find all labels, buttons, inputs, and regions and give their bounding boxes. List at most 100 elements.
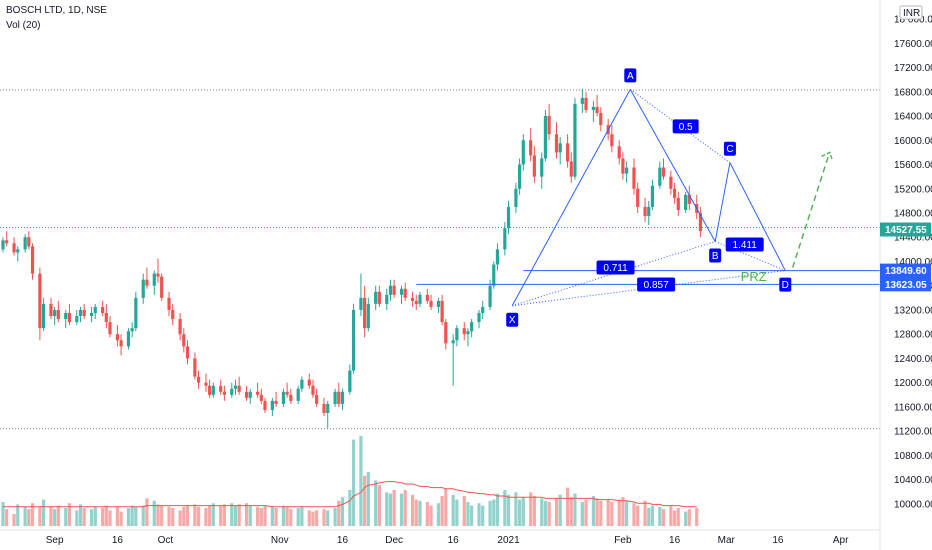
price-tag-1 [880, 263, 931, 278]
candle-body [543, 116, 548, 159]
y-tick-label: 10800.00 [894, 451, 932, 462]
volume-bar [599, 500, 603, 526]
candle-body [38, 273, 42, 329]
candle-body [263, 400, 267, 410]
candle-body [351, 309, 356, 371]
candle-body [53, 309, 57, 317]
point-label-box [709, 248, 722, 263]
volume-indicator-label[interactable]: Vol (20) [6, 20, 41, 31]
volume-bar [337, 500, 341, 526]
candle-body [348, 370, 352, 392]
candle-body [573, 103, 577, 177]
volume-bar [610, 502, 614, 526]
volume-bar [558, 494, 562, 526]
volume-bar [481, 505, 485, 526]
time-axis[interactable]: Sep 16 Oct Nov 16 Dec 16 2021 Feb 16 Mar 16 Apr [0, 529, 880, 546]
candle-body [377, 291, 381, 304]
candle-body [145, 279, 149, 286]
volume-bar [540, 498, 544, 526]
candle-body [687, 194, 691, 204]
grid-lines [0, 89, 880, 430]
price-axis[interactable]: 18 000.00 17600.00 17200.00 16800.00 16400.0… [879, 0, 932, 550]
candle-body [492, 264, 496, 286]
volume-bar [315, 510, 319, 526]
volume-bar [506, 494, 511, 526]
candle-body [27, 237, 31, 247]
point-label-b: B [712, 251, 719, 262]
volume-bar [436, 503, 441, 526]
volume-bar [444, 488, 448, 526]
y-tick-label: 13200.00 [894, 305, 932, 316]
y-tick-label: 14400.00 [894, 233, 932, 244]
volume-bar [41, 499, 46, 526]
candle-body [30, 246, 35, 274]
ratio-label-box [725, 237, 764, 252]
candle-body [307, 379, 311, 386]
volume-bar [518, 499, 522, 526]
candle-body [547, 116, 551, 135]
volume-bar [595, 498, 599, 526]
point-label-a: A [627, 71, 634, 82]
candle-body [529, 140, 533, 156]
volume-bar [300, 506, 304, 526]
ratio-label-box [637, 277, 676, 292]
candle-body [672, 188, 677, 198]
y-tick-label: 18 000.00 [894, 15, 932, 26]
y-tick-label: 12800.00 [894, 330, 932, 341]
volume-bar [101, 508, 105, 526]
y-tick-label: 14800.00 [894, 209, 932, 220]
volume-bar [119, 511, 123, 526]
volume-bar [219, 505, 223, 526]
volume-bar [429, 505, 433, 526]
candle-body [82, 309, 86, 317]
volume-bar [145, 498, 149, 526]
candlesticks [1, 88, 703, 429]
volume-bar [333, 508, 337, 526]
volume-bar [617, 499, 621, 526]
candle-body [477, 313, 481, 323]
y-tick-label: 16800.00 [894, 87, 932, 98]
x-tick-label: Feb [614, 535, 632, 546]
candle-body [385, 294, 389, 304]
x-tick-label: 16 [337, 535, 349, 546]
candle-body [429, 300, 433, 307]
volume-bar [274, 508, 278, 526]
candle-body [599, 113, 603, 126]
ratio-label: 0.5 [679, 122, 693, 133]
candle-body [1, 240, 5, 250]
volume-bar [23, 506, 27, 526]
candle-body [669, 176, 673, 189]
candle-body [444, 322, 448, 344]
point-label-d: D [782, 280, 789, 291]
candle-body [233, 385, 238, 389]
candle-body [5, 240, 9, 244]
volume-bar [554, 498, 559, 526]
volume-bar [647, 508, 651, 526]
ratio-line-xb [512, 241, 716, 307]
candle-body [610, 134, 614, 147]
prz-label: PRZ [741, 269, 767, 284]
candle-body [12, 243, 16, 253]
volume-bar [440, 496, 444, 526]
volume-bar [374, 480, 378, 526]
volume-bar [104, 505, 108, 526]
candle-body [540, 158, 544, 177]
volume-bar [233, 505, 238, 526]
candle-body [481, 306, 485, 313]
currency-badge-label: INR [903, 8, 920, 19]
volume-bar [385, 492, 389, 526]
volume-bar [211, 503, 215, 526]
volume-bar [470, 505, 474, 526]
candle-body [75, 316, 79, 323]
candle-body [366, 303, 370, 329]
volume-bar [248, 505, 252, 526]
volume-bar [152, 500, 156, 526]
candle-body [64, 313, 68, 320]
candle-body [244, 391, 249, 398]
candle-body [388, 285, 393, 295]
candle-body [182, 334, 186, 347]
candle-body [488, 285, 492, 307]
candle-body [274, 400, 278, 404]
candle-body [16, 249, 20, 253]
